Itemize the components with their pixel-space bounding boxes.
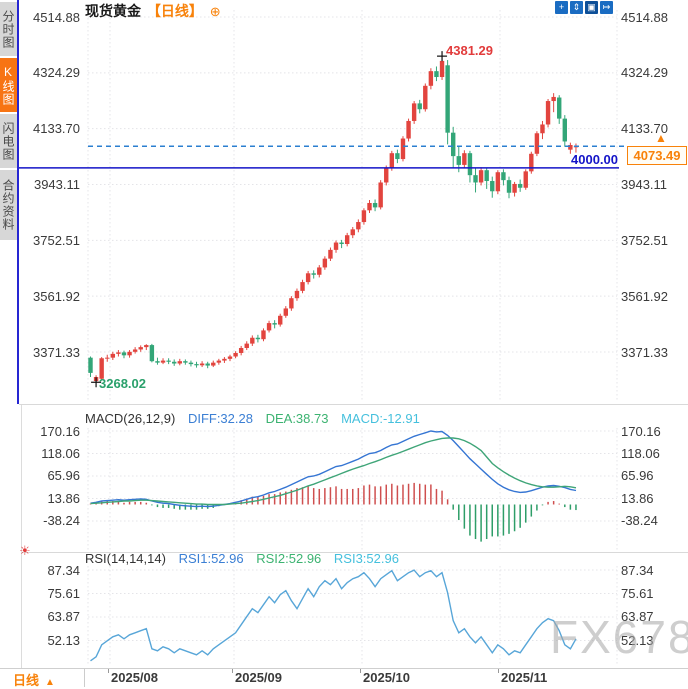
sidebar-item-kline-chart[interactable]: K线图 bbox=[0, 58, 17, 112]
time-axis-bar: 日线 ▲ 2025/08 2025/09 2025/10 2025/11 bbox=[0, 668, 688, 689]
y-axis-label: 52.13 bbox=[621, 633, 654, 648]
y-axis-label: 4324.29 bbox=[33, 65, 80, 81]
period-tag: 【日线】 bbox=[146, 3, 203, 19]
macd-title: MACD(26,12,9) bbox=[85, 411, 176, 426]
macd-rsi-divider bbox=[21, 552, 688, 553]
crosshair-pan-icon[interactable]: + bbox=[555, 1, 568, 14]
x-axis-tick bbox=[232, 669, 233, 673]
y-axis-label: 170.16 bbox=[40, 423, 80, 439]
y-axis-label: 3561.92 bbox=[33, 288, 80, 304]
sidebar-item-time-chart[interactable]: 分时图 bbox=[0, 2, 17, 56]
y-axis-label: 13.86 bbox=[621, 490, 654, 506]
sidebar-item-contract-info[interactable]: 合约资料 bbox=[0, 170, 17, 240]
y-axis-label: 4514.88 bbox=[621, 9, 668, 25]
y-axis-label: 4514.88 bbox=[33, 9, 80, 25]
y-axis-label: 87.34 bbox=[47, 562, 80, 578]
y-axis-label: 3371.33 bbox=[621, 344, 668, 360]
sidebar-item-lightning-chart[interactable]: 闪电图 bbox=[0, 114, 17, 168]
axis-fill-icon[interactable]: ▣ bbox=[585, 1, 598, 14]
y-axis-label: 65.96 bbox=[621, 468, 654, 484]
watermark: FX678 bbox=[550, 611, 688, 663]
y-axis-label: 118.06 bbox=[41, 445, 80, 461]
y-axis-label: 13.86 bbox=[47, 490, 80, 506]
macd-diff-value: DIFF:32.28 bbox=[187, 411, 253, 426]
x-axis-tick bbox=[498, 669, 499, 673]
y-axis-label: 3943.11 bbox=[33, 177, 80, 192]
chart-title: 现货黄金 【日线】 ⊕ bbox=[85, 1, 221, 21]
x-axis-label: 2025/08 bbox=[111, 670, 158, 685]
y-axis-label: 3561.92 bbox=[621, 288, 668, 304]
alert-sun-icon[interactable]: ☀ bbox=[19, 543, 31, 558]
x-axis-tick bbox=[108, 669, 109, 673]
panel-left-border bbox=[21, 404, 22, 668]
x-axis-label: 2025/11 bbox=[501, 670, 548, 685]
chart-toolbar: + ⇕ ▣ ↦ bbox=[555, 1, 613, 14]
rsi2-value: RSI2:52.96 bbox=[256, 551, 322, 566]
y-axis-label: 3752.51 bbox=[621, 232, 668, 248]
active-chart-border bbox=[17, 0, 19, 404]
y-axis-label: 4133.70 bbox=[621, 121, 668, 137]
y-axis-label: -38.24 bbox=[43, 513, 80, 529]
y-axis-label: 4324.29 bbox=[621, 65, 668, 81]
period-dropdown-arrow-icon: ▲ bbox=[45, 677, 55, 688]
macd-macd-value: MACD:-12.91 bbox=[341, 411, 420, 426]
x-axis-tick bbox=[360, 669, 361, 673]
add-indicator-icon[interactable]: ⊕ bbox=[209, 4, 221, 19]
low-price-annotation: 3268.02 bbox=[99, 376, 146, 391]
rsi-title: RSI(14,14,14) bbox=[85, 551, 166, 566]
y-axis-label: 75.61 bbox=[47, 585, 80, 601]
bottom-bar-divider bbox=[84, 669, 85, 687]
y-axis-label: 4133.70 bbox=[33, 121, 80, 137]
period-label: 日线 bbox=[13, 673, 40, 688]
y-axis-label: 63.87 bbox=[47, 609, 80, 625]
high-price-annotation: 4381.29 bbox=[446, 43, 493, 58]
rsi-header: RSI(14,14,14) RSI1:52.96 RSI2:52.96 RSI3… bbox=[85, 551, 399, 566]
rsi3-value: RSI3:52.96 bbox=[333, 551, 399, 566]
y-axis-label: 3943.11 bbox=[621, 177, 668, 192]
period-selector[interactable]: 日线 ▲ bbox=[13, 670, 55, 689]
axis-zoom-icon[interactable]: ⇕ bbox=[570, 1, 583, 14]
last-price-badge: 4073.49 bbox=[627, 146, 687, 165]
y-axis-label: 118.06 bbox=[621, 445, 660, 461]
horizontal-line-label: 4000.00 bbox=[571, 152, 618, 167]
y-axis-label: 52.13 bbox=[47, 633, 80, 648]
rsi1-value: RSI1:52.96 bbox=[178, 551, 244, 566]
y-axis-label: 63.87 bbox=[621, 609, 654, 625]
y-axis-label: -38.24 bbox=[621, 513, 658, 529]
symbol-name: 现货黄金 bbox=[85, 3, 141, 19]
x-axis-label: 2025/10 bbox=[363, 670, 410, 685]
price-up-arrow-icon: ▲ bbox=[655, 131, 667, 145]
y-axis-label: 87.34 bbox=[621, 562, 654, 578]
y-axis-label: 3371.33 bbox=[33, 344, 80, 360]
collapse-right-icon[interactable]: ↦ bbox=[600, 1, 613, 14]
y-axis-label: 3752.51 bbox=[33, 232, 80, 248]
macd-dea-value: DEA:38.73 bbox=[265, 411, 329, 426]
y-axis-label: 75.61 bbox=[621, 585, 654, 601]
main-macd-divider bbox=[19, 404, 688, 405]
y-axis-label: 65.96 bbox=[47, 468, 80, 484]
y-axis-label: 170.16 bbox=[621, 423, 661, 439]
x-axis-label: 2025/09 bbox=[235, 670, 282, 685]
macd-header: MACD(26,12,9) DIFF:32.28 DEA:38.73 MACD:… bbox=[85, 411, 420, 426]
